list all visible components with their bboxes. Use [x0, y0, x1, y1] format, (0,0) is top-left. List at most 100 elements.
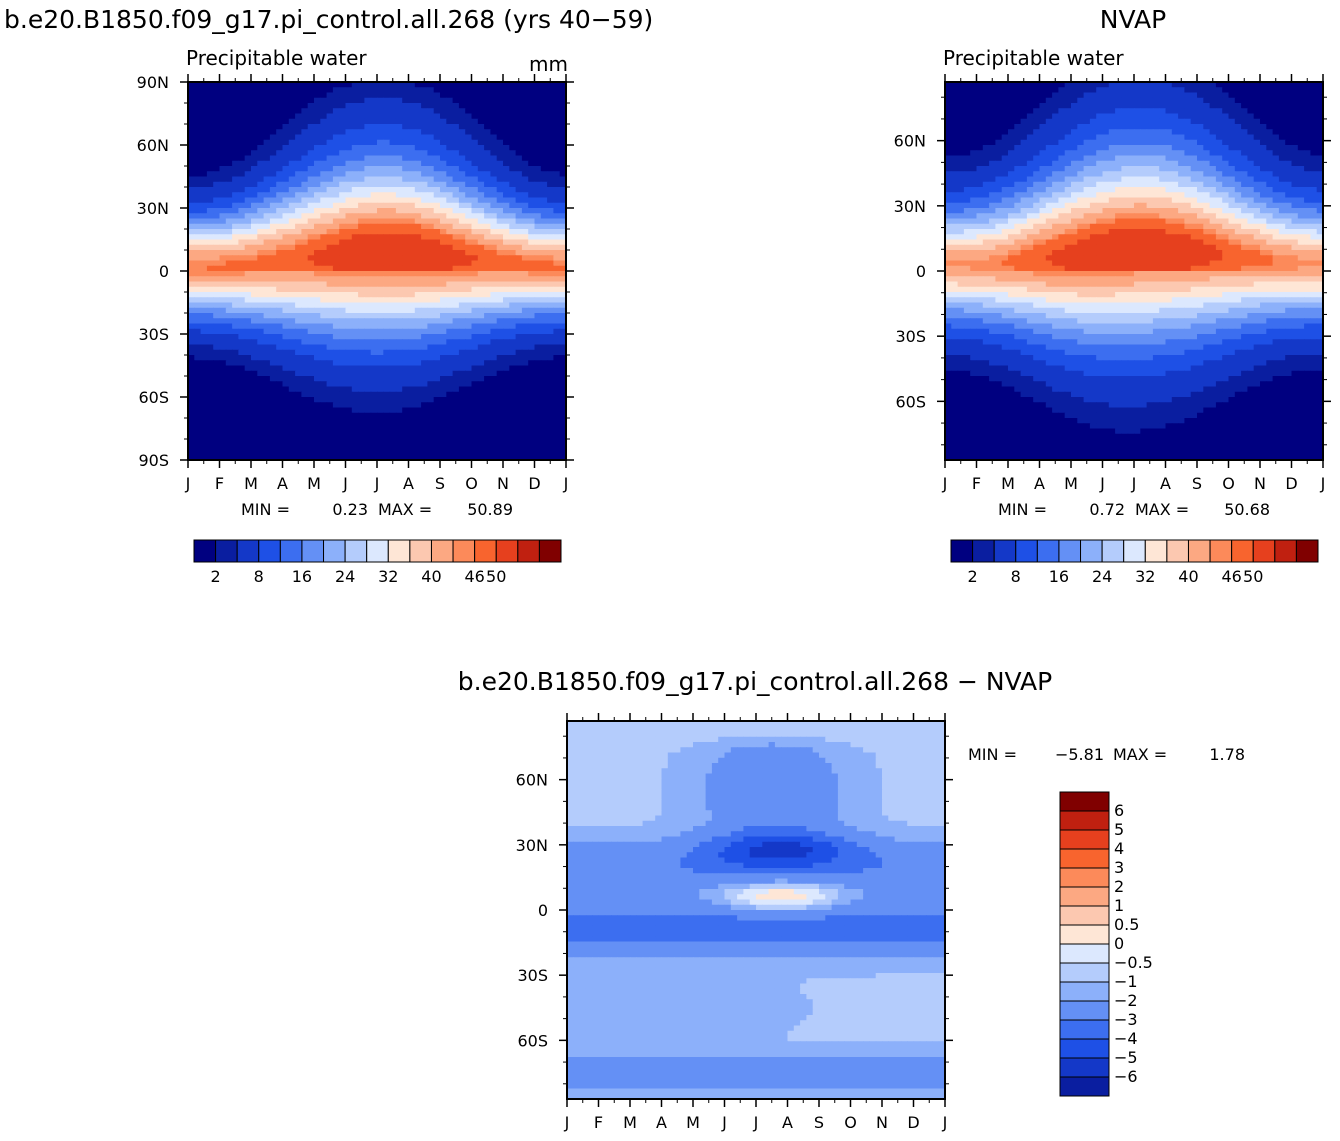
field-cell	[433, 171, 441, 178]
field-cell	[452, 181, 460, 188]
field-cell	[414, 181, 422, 188]
field-cell	[206, 292, 214, 298]
field-cell	[521, 318, 529, 325]
field-cell	[339, 124, 347, 130]
field-cell	[320, 202, 328, 209]
x-tick-label: F	[215, 474, 224, 493]
field-cell	[458, 344, 466, 351]
field-cell	[509, 292, 517, 298]
field-cell	[288, 239, 296, 246]
field-cell	[282, 134, 290, 141]
field-cell	[377, 323, 384, 330]
field-cell	[213, 454, 221, 461]
field-cell	[1253, 103, 1261, 109]
field-cell	[503, 339, 510, 346]
field-cell	[225, 250, 233, 256]
y-tick-label: 0	[159, 262, 169, 281]
field-cell	[269, 124, 277, 130]
field-cell	[547, 118, 554, 125]
field-cell	[414, 108, 422, 115]
field-cell	[528, 323, 536, 330]
field-cell	[1285, 108, 1293, 115]
field-cell	[477, 386, 485, 393]
field-cell	[188, 108, 195, 115]
field-cell	[370, 276, 378, 283]
field-cell	[307, 276, 315, 283]
field-cell	[295, 265, 302, 272]
field-cell	[320, 197, 328, 204]
field-cell	[213, 265, 221, 272]
field-cell	[509, 265, 517, 272]
field-cell	[326, 166, 334, 172]
field-cell	[433, 223, 441, 230]
field-cell	[383, 297, 391, 304]
field-cell	[370, 197, 378, 204]
field-cell	[1064, 97, 1072, 104]
field-cell	[471, 234, 479, 241]
field-cell	[320, 339, 328, 346]
field-cell	[446, 454, 454, 461]
field-cell	[383, 244, 391, 251]
field-cell	[351, 92, 359, 99]
field-cell	[358, 223, 365, 230]
field-cell	[351, 124, 359, 130]
field-cell	[534, 355, 542, 361]
field-cell	[1083, 118, 1091, 125]
field-cell	[238, 145, 246, 151]
field-cell	[238, 307, 246, 314]
field-cell	[559, 323, 567, 330]
field-cell	[503, 124, 510, 130]
field-cell	[332, 418, 340, 424]
field-cell	[351, 360, 359, 367]
field-cell	[244, 402, 252, 409]
field-cell	[377, 344, 384, 351]
field-cell	[364, 433, 372, 440]
field-cell	[238, 150, 246, 157]
field-cell	[496, 129, 504, 136]
field-cell	[471, 239, 479, 246]
field-cell	[213, 386, 221, 393]
field-cell	[1096, 103, 1104, 109]
field-cell	[295, 150, 302, 157]
field-cell	[484, 402, 491, 409]
field-cell	[383, 187, 391, 193]
field-cell	[540, 402, 548, 409]
field-cell	[225, 323, 233, 330]
field-cell	[559, 302, 567, 309]
field-cell	[1077, 92, 1085, 99]
field-cell	[1014, 103, 1022, 109]
field-cell	[232, 302, 239, 309]
field-cell	[465, 433, 473, 440]
field-cell	[339, 454, 347, 461]
field-cell	[345, 208, 353, 214]
field-cell	[282, 397, 290, 403]
field-cell	[364, 328, 372, 335]
field-cell	[377, 449, 384, 456]
field-cell	[446, 97, 454, 104]
field-cell	[402, 171, 410, 178]
field-cell	[269, 202, 277, 209]
field-cell	[225, 171, 233, 178]
field-cell	[213, 82, 221, 88]
field-cell	[257, 454, 265, 461]
field-cell	[433, 271, 441, 277]
field-cell	[1291, 82, 1299, 88]
field-cell	[257, 286, 265, 293]
field-cell	[446, 250, 454, 256]
field-cell	[370, 187, 378, 193]
field-cell	[1014, 87, 1022, 94]
field-cell	[276, 145, 284, 151]
field-cell	[238, 113, 246, 120]
field-cell	[219, 208, 227, 214]
field-cell	[213, 145, 221, 151]
field-cell	[458, 255, 466, 262]
field-cell	[206, 108, 214, 115]
field-cell	[389, 323, 397, 330]
field-cell	[206, 328, 214, 335]
field-cell	[1266, 92, 1274, 99]
field-cell	[471, 386, 479, 393]
field-cell	[1026, 87, 1034, 94]
field-cell	[1083, 124, 1091, 130]
field-cell	[515, 334, 523, 340]
field-cell	[1171, 108, 1179, 115]
